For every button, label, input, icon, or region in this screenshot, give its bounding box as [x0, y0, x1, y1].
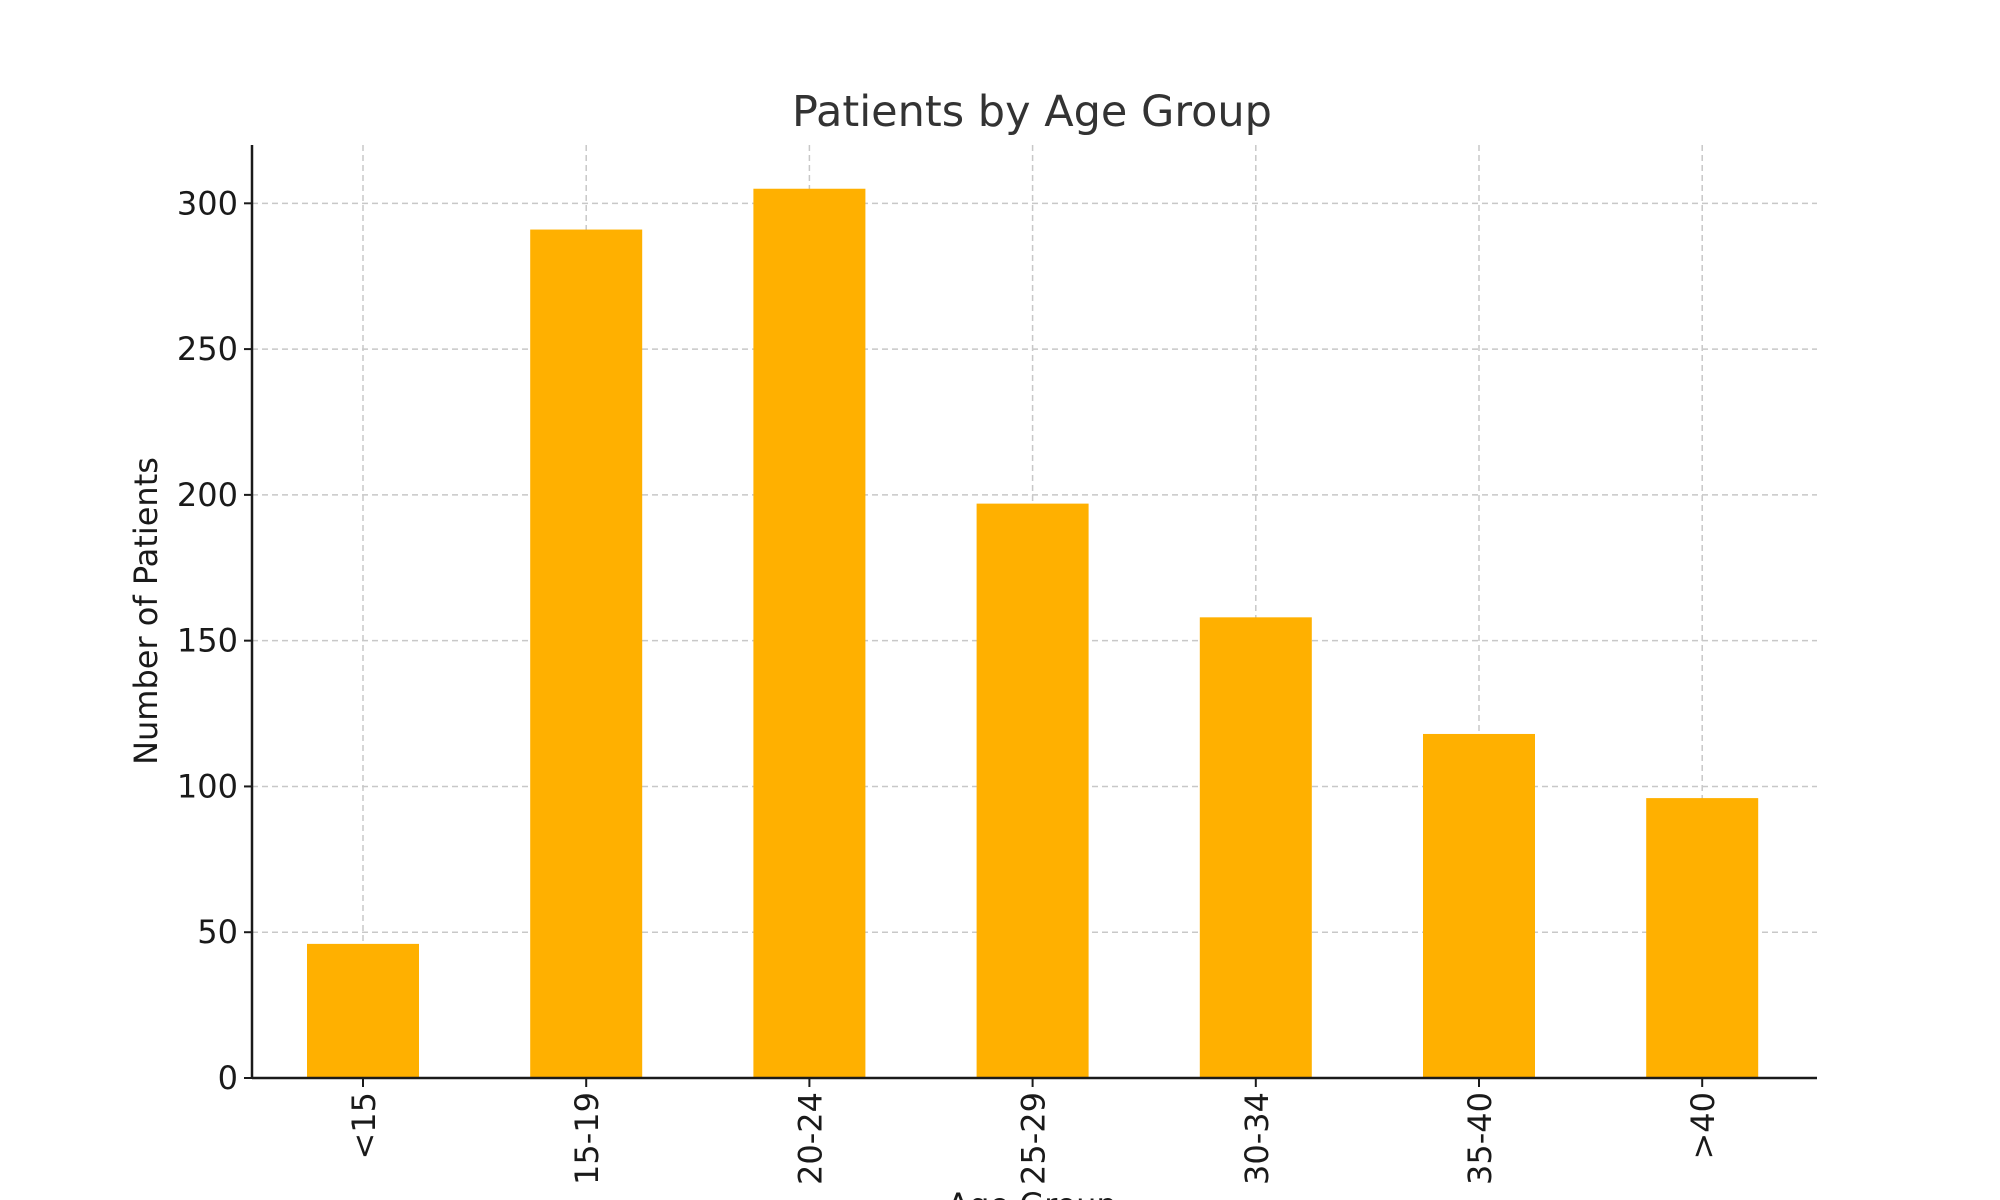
bar->40 [1646, 798, 1759, 1078]
y-tick-label: 250 [177, 330, 238, 368]
y-axis-ticks: 0 50 100 150 200 250 300 [177, 184, 252, 1097]
x-tick-label: 25-29 [1015, 1092, 1053, 1185]
x-axis-ticks: <15 15-19 20-24 25-29 30-34 35-40 >40 [345, 1078, 1722, 1185]
x-tick-label: >40 [1684, 1092, 1722, 1160]
y-tick-label: 50 [197, 913, 238, 951]
bars [307, 188, 1759, 1079]
y-tick-label: 150 [177, 622, 238, 660]
x-tick-label: 30-34 [1238, 1092, 1276, 1185]
bar-35-40 [1423, 733, 1535, 1078]
y-tick-label: 300 [177, 184, 238, 222]
x-tick-label: 20-24 [791, 1092, 829, 1185]
bar-<15 [307, 943, 419, 1078]
grid-lines [252, 145, 1817, 1079]
x-tick-label: 15-19 [568, 1092, 606, 1185]
y-axis-label: Number of Patients [127, 457, 165, 765]
x-tick-label: 35-40 [1461, 1092, 1499, 1185]
axes [250, 145, 1817, 1080]
bar-15-19 [530, 229, 643, 1079]
y-tick-label: 0 [218, 1059, 238, 1097]
bar-30-34 [1199, 617, 1312, 1078]
bar-25-29 [976, 503, 1089, 1078]
y-tick-label: 200 [177, 476, 238, 514]
y-tick-label: 100 [177, 767, 238, 805]
chart-title: Patients by Age Group [792, 87, 1272, 137]
bar-20-24 [753, 188, 866, 1078]
x-tick-label: <15 [345, 1092, 383, 1160]
x-axis-label: Age Group [947, 1186, 1116, 1200]
